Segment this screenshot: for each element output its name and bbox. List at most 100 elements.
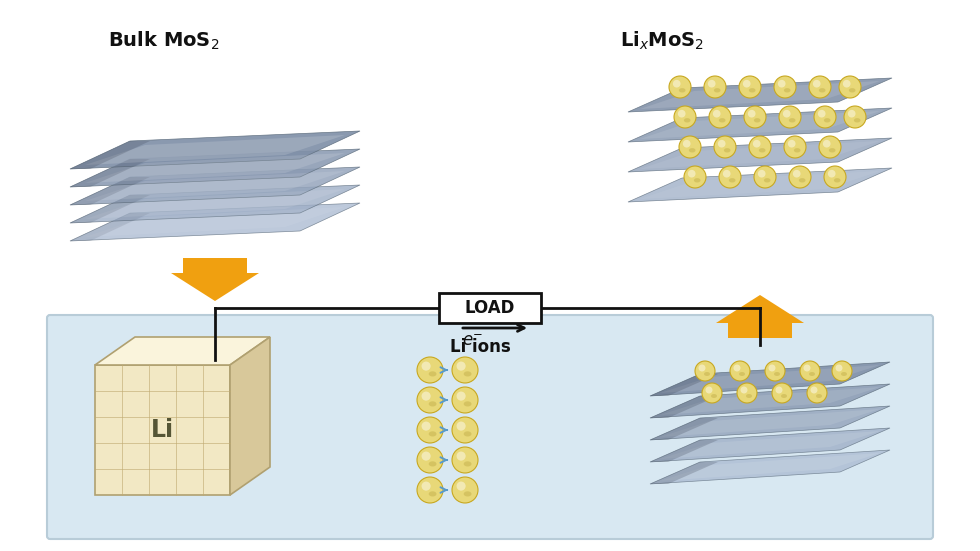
Ellipse shape [457,422,465,431]
Polygon shape [628,168,892,202]
Ellipse shape [763,178,770,182]
Ellipse shape [741,386,748,393]
Polygon shape [628,138,892,172]
Ellipse shape [421,422,430,431]
Ellipse shape [457,452,465,461]
Ellipse shape [744,106,766,128]
Ellipse shape [694,178,701,182]
Polygon shape [660,453,880,481]
Ellipse shape [739,76,761,98]
Text: Bulk MoS$_2$: Bulk MoS$_2$ [108,30,220,52]
Ellipse shape [784,136,806,158]
Polygon shape [650,406,890,440]
Polygon shape [70,149,360,187]
Ellipse shape [464,401,471,407]
Ellipse shape [684,118,691,122]
Ellipse shape [417,447,443,473]
Ellipse shape [823,140,831,148]
Ellipse shape [819,136,841,158]
Ellipse shape [417,357,443,383]
Ellipse shape [699,365,706,371]
Ellipse shape [730,361,750,381]
Ellipse shape [669,76,691,98]
Ellipse shape [464,431,471,436]
Polygon shape [650,374,718,396]
Ellipse shape [421,482,430,490]
Ellipse shape [709,106,731,128]
Ellipse shape [713,88,720,93]
Ellipse shape [778,80,786,88]
Polygon shape [628,78,892,112]
Polygon shape [95,337,270,365]
Ellipse shape [849,88,856,93]
Ellipse shape [829,148,836,153]
Ellipse shape [417,477,443,503]
Text: Li: Li [151,418,174,442]
Polygon shape [70,213,150,241]
Ellipse shape [723,170,730,177]
Polygon shape [660,409,880,437]
Polygon shape [230,337,270,495]
Ellipse shape [783,110,791,117]
Text: Li ions: Li ions [450,338,511,356]
Ellipse shape [428,431,436,436]
Ellipse shape [793,170,801,177]
Ellipse shape [678,110,686,117]
Text: Li$_x$MoS$_2$: Li$_x$MoS$_2$ [620,30,705,52]
Ellipse shape [779,106,801,128]
Ellipse shape [417,417,443,443]
Ellipse shape [679,88,685,93]
Polygon shape [640,141,880,169]
Ellipse shape [737,383,757,403]
Ellipse shape [464,371,471,376]
Ellipse shape [684,166,706,188]
Ellipse shape [789,118,796,122]
Ellipse shape [774,372,780,376]
Polygon shape [650,440,718,462]
Ellipse shape [818,110,825,117]
Ellipse shape [807,383,827,403]
Polygon shape [70,177,150,205]
Ellipse shape [683,140,691,148]
Ellipse shape [809,372,815,376]
Ellipse shape [772,383,792,403]
Ellipse shape [712,110,720,117]
Ellipse shape [457,361,465,371]
Ellipse shape [679,136,701,158]
Ellipse shape [428,401,436,407]
Ellipse shape [452,417,478,443]
FancyBboxPatch shape [439,293,541,323]
Ellipse shape [428,461,436,467]
Ellipse shape [743,80,751,88]
Ellipse shape [674,106,696,128]
Ellipse shape [754,166,776,188]
Polygon shape [95,365,230,495]
Ellipse shape [428,371,436,376]
Ellipse shape [452,477,478,503]
Text: e$^{-}$: e$^{-}$ [462,332,483,350]
Polygon shape [660,365,880,393]
Ellipse shape [702,383,722,403]
Ellipse shape [714,136,736,158]
Polygon shape [85,153,345,183]
Polygon shape [660,387,880,415]
Ellipse shape [452,357,478,383]
Ellipse shape [816,394,822,398]
Polygon shape [650,362,890,396]
Ellipse shape [768,365,775,371]
Ellipse shape [417,387,443,413]
Ellipse shape [784,88,791,93]
Polygon shape [70,185,360,223]
Polygon shape [85,135,345,165]
Ellipse shape [457,392,465,401]
Polygon shape [650,450,890,484]
Polygon shape [70,167,360,205]
Polygon shape [70,131,360,169]
Ellipse shape [673,80,680,88]
Polygon shape [716,295,804,338]
Ellipse shape [464,461,471,467]
Ellipse shape [457,482,465,490]
Ellipse shape [746,394,752,398]
Ellipse shape [729,178,736,182]
Polygon shape [85,171,345,201]
